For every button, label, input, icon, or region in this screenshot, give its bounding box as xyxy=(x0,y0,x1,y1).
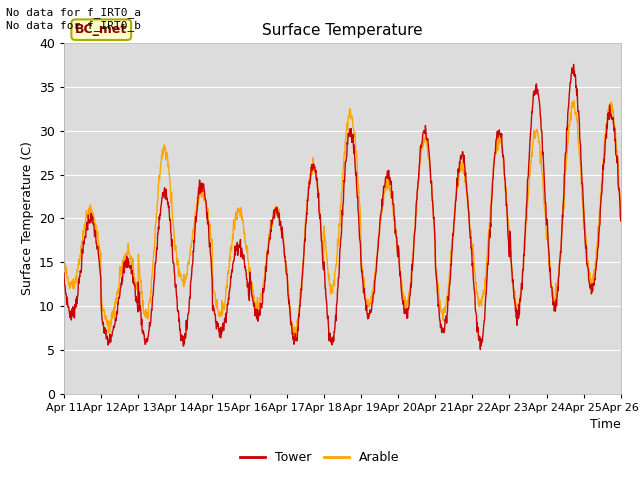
Y-axis label: Surface Temperature (C): Surface Temperature (C) xyxy=(20,142,33,295)
X-axis label: Time: Time xyxy=(590,418,621,431)
Title: Surface Temperature: Surface Temperature xyxy=(262,23,422,38)
Legend: Tower, Arable: Tower, Arable xyxy=(236,446,404,469)
Text: No data for f_IRT0_a
No data for f_IRT0_b: No data for f_IRT0_a No data for f_IRT0_… xyxy=(6,7,141,31)
Text: BC_met: BC_met xyxy=(75,23,127,36)
